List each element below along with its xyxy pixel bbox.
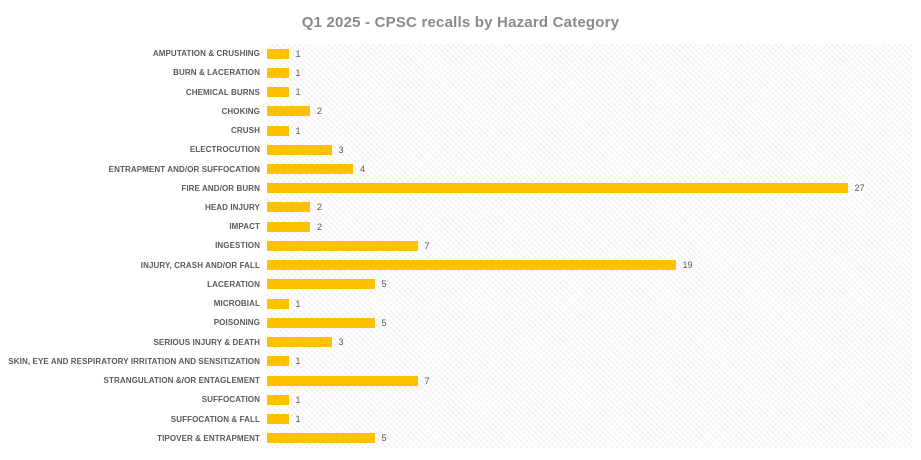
bar[interactable] <box>267 394 289 405</box>
bar-row: 1 <box>267 82 912 101</box>
category-labels: AMPUTATION & CRUSHING BURN & LACERATION CH… <box>8 44 267 448</box>
bar-value-label: 2 <box>317 221 323 232</box>
category-label: SUFFOCATION & FALL <box>170 414 260 424</box>
bar-row: 1 <box>267 390 912 409</box>
bar[interactable] <box>267 164 353 175</box>
bar-row: 3 <box>267 333 912 352</box>
category-label: MICROBIAL <box>213 299 260 309</box>
category-label: ELECTROCUTION <box>189 145 260 155</box>
bar-row: 1 <box>267 44 912 63</box>
bar-value-label: 1 <box>295 87 301 98</box>
bar-row: 1 <box>267 352 912 371</box>
category-label: INGESTION <box>215 241 260 251</box>
category-label: SERIOUS INJURY & DEATH <box>153 337 260 347</box>
category-label: SKIN, EYE AND RESPIRATORY IRRITATION AND… <box>8 356 260 366</box>
plot-area: 1 1 1 2 1 3 4 27 2 2 7 19 5 1 5 3 1 7 1 1 5 <box>267 44 912 448</box>
bar-value-label: 1 <box>295 298 301 309</box>
bar-row: 7 <box>267 371 912 390</box>
bar[interactable] <box>267 356 289 367</box>
bar-value-label: 5 <box>381 279 387 290</box>
bar-row: 19 <box>267 256 912 275</box>
bar[interactable] <box>267 144 332 155</box>
bar[interactable] <box>267 48 289 59</box>
bar-row: 3 <box>267 140 912 159</box>
bar-value-label: 5 <box>381 317 387 328</box>
bar-value-label: 19 <box>682 260 693 271</box>
chart-body: AMPUTATION & CRUSHING BURN & LACERATION CH… <box>0 44 921 448</box>
bar[interactable] <box>267 414 289 425</box>
bar-value-label: 1 <box>295 414 301 425</box>
bar[interactable] <box>267 67 289 78</box>
bar[interactable] <box>267 183 848 194</box>
bar-value-label: 7 <box>424 240 430 251</box>
bar[interactable] <box>267 279 375 290</box>
bar-value-label: 1 <box>295 394 301 405</box>
bar-row: 1 <box>267 409 912 428</box>
bar-value-label: 3 <box>338 144 344 155</box>
category-label: POISONING <box>213 318 260 328</box>
bar-row: 1 <box>267 63 912 82</box>
category-label: BURN & LACERATION <box>173 68 260 78</box>
bar[interactable] <box>267 260 676 271</box>
bar-row: 7 <box>267 236 912 255</box>
category-label: INJURY, CRASH AND/OR FALL <box>140 260 260 270</box>
bar-value-label: 1 <box>295 125 301 136</box>
bar-value-label: 1 <box>295 67 301 78</box>
bar-row: 2 <box>267 198 912 217</box>
bar[interactable] <box>267 298 289 309</box>
bar[interactable] <box>267 87 289 98</box>
category-label: CRUSH <box>231 126 260 136</box>
category-label: CHOKING <box>221 106 260 116</box>
bar-value-label: 2 <box>317 202 323 213</box>
bar-row: 27 <box>267 179 912 198</box>
bar-value-label: 2 <box>317 106 323 117</box>
category-label: ENTRAPMENT AND/OR SUFFOCATION <box>108 164 260 174</box>
bar-row: 5 <box>267 429 912 448</box>
bar-row: 5 <box>267 313 912 332</box>
bar[interactable] <box>267 317 375 328</box>
bar[interactable] <box>267 106 310 117</box>
bar-value-label: 1 <box>295 48 301 59</box>
bar-row: 2 <box>267 217 912 236</box>
category-label: STRANGULATION &/OR ENTAGLEMENT <box>103 376 260 386</box>
bar[interactable] <box>267 202 310 213</box>
bar[interactable] <box>267 375 418 386</box>
chart-title: Q1 2025 - CPSC recalls by Hazard Categor… <box>301 13 620 31</box>
bar-value-label: 5 <box>381 433 387 444</box>
bar-row: 5 <box>267 275 912 294</box>
bar-value-label: 1 <box>295 356 301 367</box>
bar-row: 2 <box>267 102 912 121</box>
category-label: CHEMICAL BURNS <box>185 87 260 97</box>
bar-row: 1 <box>267 294 912 313</box>
category-label: AMPUTATION & CRUSHING <box>152 49 260 59</box>
bar-row: 1 <box>267 121 912 140</box>
category-label: FIRE AND/OR BURN <box>181 183 260 193</box>
bar[interactable] <box>267 221 310 232</box>
bar[interactable] <box>267 125 289 136</box>
bar-value-label: 27 <box>854 183 865 194</box>
category-label: LACERATION <box>207 279 260 289</box>
category-label: SUFFOCATION <box>201 395 260 405</box>
category-label: IMPACT <box>229 222 260 232</box>
category-label: HEAD INJURY <box>204 202 260 212</box>
category-label: TIPOVER & ENTRAPMENT <box>157 433 260 443</box>
bar-value-label: 4 <box>360 164 366 175</box>
bar-value-label: 3 <box>338 337 344 348</box>
bar[interactable] <box>267 337 332 348</box>
bar-value-label: 7 <box>424 375 430 386</box>
bar[interactable] <box>267 240 418 251</box>
bar-row: 4 <box>267 159 912 178</box>
bar[interactable] <box>267 433 375 444</box>
